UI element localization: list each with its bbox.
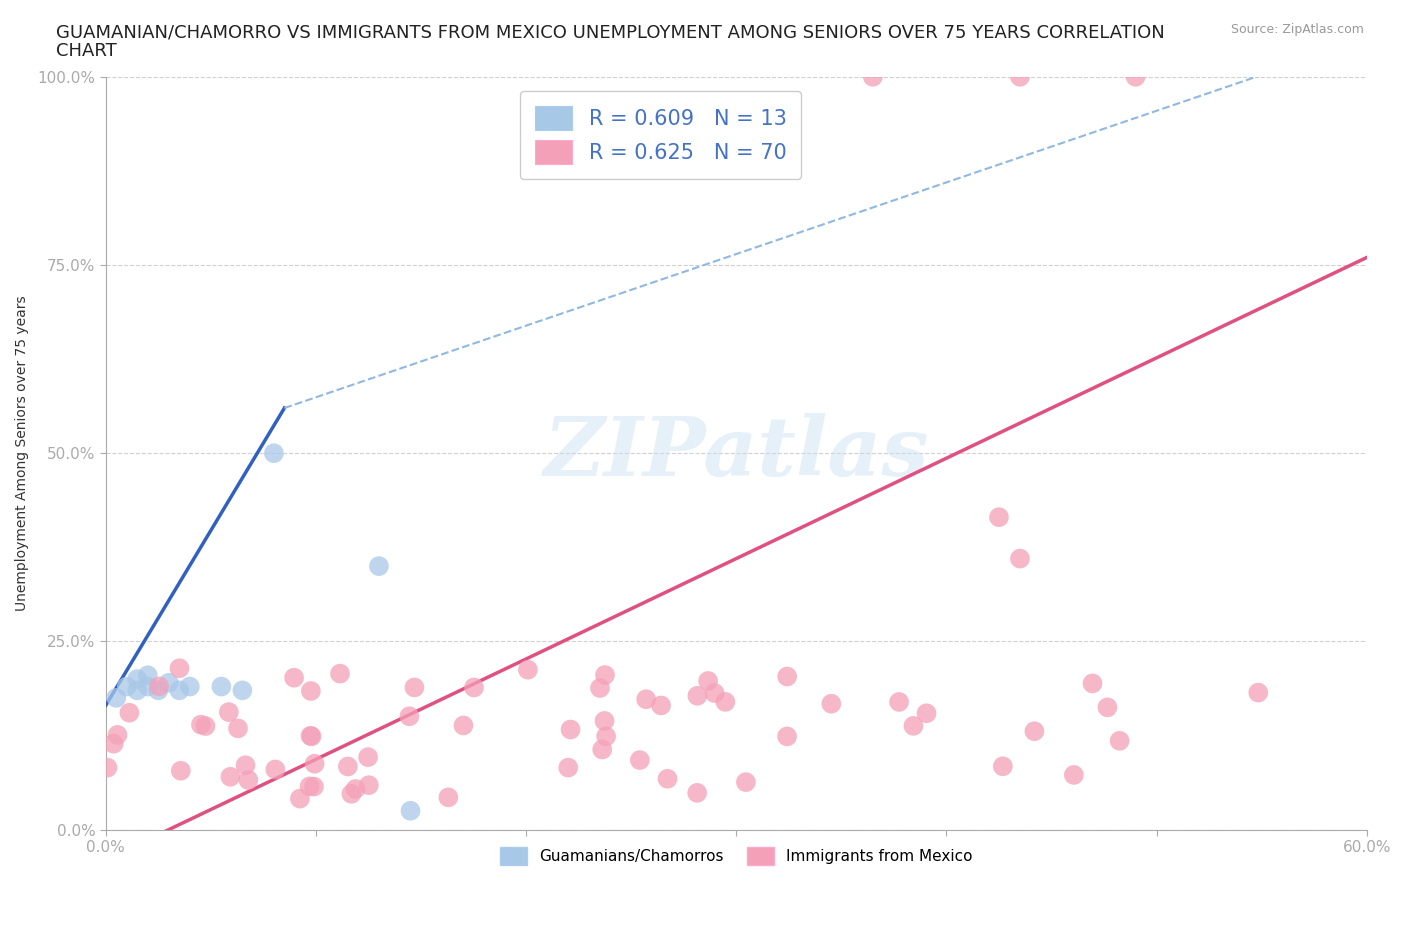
Text: Source: ZipAtlas.com: Source: ZipAtlas.com: [1230, 23, 1364, 36]
Point: [357, 777, 380, 792]
Point: [1008, 551, 1031, 566]
Point: [593, 713, 616, 728]
Point: [776, 729, 799, 744]
Point: [157, 675, 180, 690]
Point: [344, 781, 367, 796]
Point: [463, 680, 485, 695]
Point: [903, 718, 925, 733]
Point: [136, 679, 159, 694]
Point: [399, 804, 422, 818]
Point: [1081, 676, 1104, 691]
Point: [1125, 70, 1147, 85]
Point: [235, 758, 257, 773]
Point: [231, 683, 253, 698]
Point: [820, 697, 842, 711]
Point: [404, 680, 426, 695]
Point: [650, 698, 672, 713]
Point: [1063, 767, 1085, 782]
Point: [219, 769, 242, 784]
Point: [170, 764, 193, 778]
Point: [190, 717, 212, 732]
Point: [887, 695, 910, 710]
Point: [107, 727, 129, 742]
Point: [301, 729, 323, 744]
Point: [1024, 724, 1046, 738]
Point: [516, 662, 538, 677]
Point: [299, 728, 322, 743]
Point: [437, 790, 460, 804]
Point: [218, 705, 240, 720]
Point: [336, 759, 359, 774]
Point: [1097, 700, 1119, 715]
Point: [105, 690, 128, 705]
Point: [398, 709, 420, 724]
Point: [735, 775, 758, 790]
Point: [1008, 70, 1031, 85]
Point: [357, 750, 380, 764]
Point: [329, 666, 352, 681]
Point: [148, 679, 170, 694]
Point: [991, 759, 1014, 774]
Point: [209, 679, 232, 694]
Point: [118, 705, 141, 720]
Point: [714, 695, 737, 710]
Point: [862, 70, 884, 85]
Point: [298, 779, 321, 794]
Text: GUAMANIAN/CHAMORRO VS IMMIGRANTS FROM MEXICO UNEMPLOYMENT AMONG SENIORS OVER 75 : GUAMANIAN/CHAMORRO VS IMMIGRANTS FROM ME…: [56, 23, 1166, 41]
Point: [283, 671, 305, 685]
Point: [169, 683, 191, 698]
Point: [686, 786, 709, 801]
Point: [628, 752, 651, 767]
Text: CHART: CHART: [56, 42, 117, 60]
Point: [136, 668, 159, 683]
Point: [304, 756, 326, 771]
Point: [226, 721, 249, 736]
Text: ZIPatlas: ZIPatlas: [544, 413, 929, 493]
Point: [148, 683, 170, 698]
Point: [127, 683, 149, 698]
Point: [340, 787, 363, 802]
Point: [115, 679, 138, 694]
Point: [103, 737, 125, 751]
Point: [595, 729, 617, 744]
Point: [915, 706, 938, 721]
Point: [263, 445, 285, 460]
Legend: Guamanians/Chamorros, Immigrants from Mexico: Guamanians/Chamorros, Immigrants from Me…: [494, 841, 979, 870]
Point: [169, 661, 191, 676]
Point: [697, 673, 720, 688]
Point: [657, 771, 679, 786]
Point: [127, 671, 149, 686]
Point: [557, 760, 579, 775]
Point: [1247, 685, 1270, 700]
Point: [96, 760, 118, 775]
Point: [264, 762, 287, 777]
Point: [288, 791, 311, 806]
Point: [593, 668, 616, 683]
Point: [238, 773, 260, 788]
Point: [591, 742, 613, 757]
Point: [703, 685, 725, 700]
Point: [453, 718, 475, 733]
Y-axis label: Unemployment Among Seniors over 75 years: Unemployment Among Seniors over 75 years: [15, 296, 30, 611]
Point: [299, 684, 322, 698]
Point: [987, 510, 1010, 525]
Point: [302, 779, 325, 794]
Point: [368, 559, 391, 574]
Point: [589, 681, 612, 696]
Point: [776, 669, 799, 684]
Point: [636, 692, 658, 707]
Point: [1108, 734, 1130, 749]
Point: [179, 679, 201, 694]
Point: [686, 688, 709, 703]
Point: [560, 722, 582, 737]
Point: [194, 719, 217, 734]
